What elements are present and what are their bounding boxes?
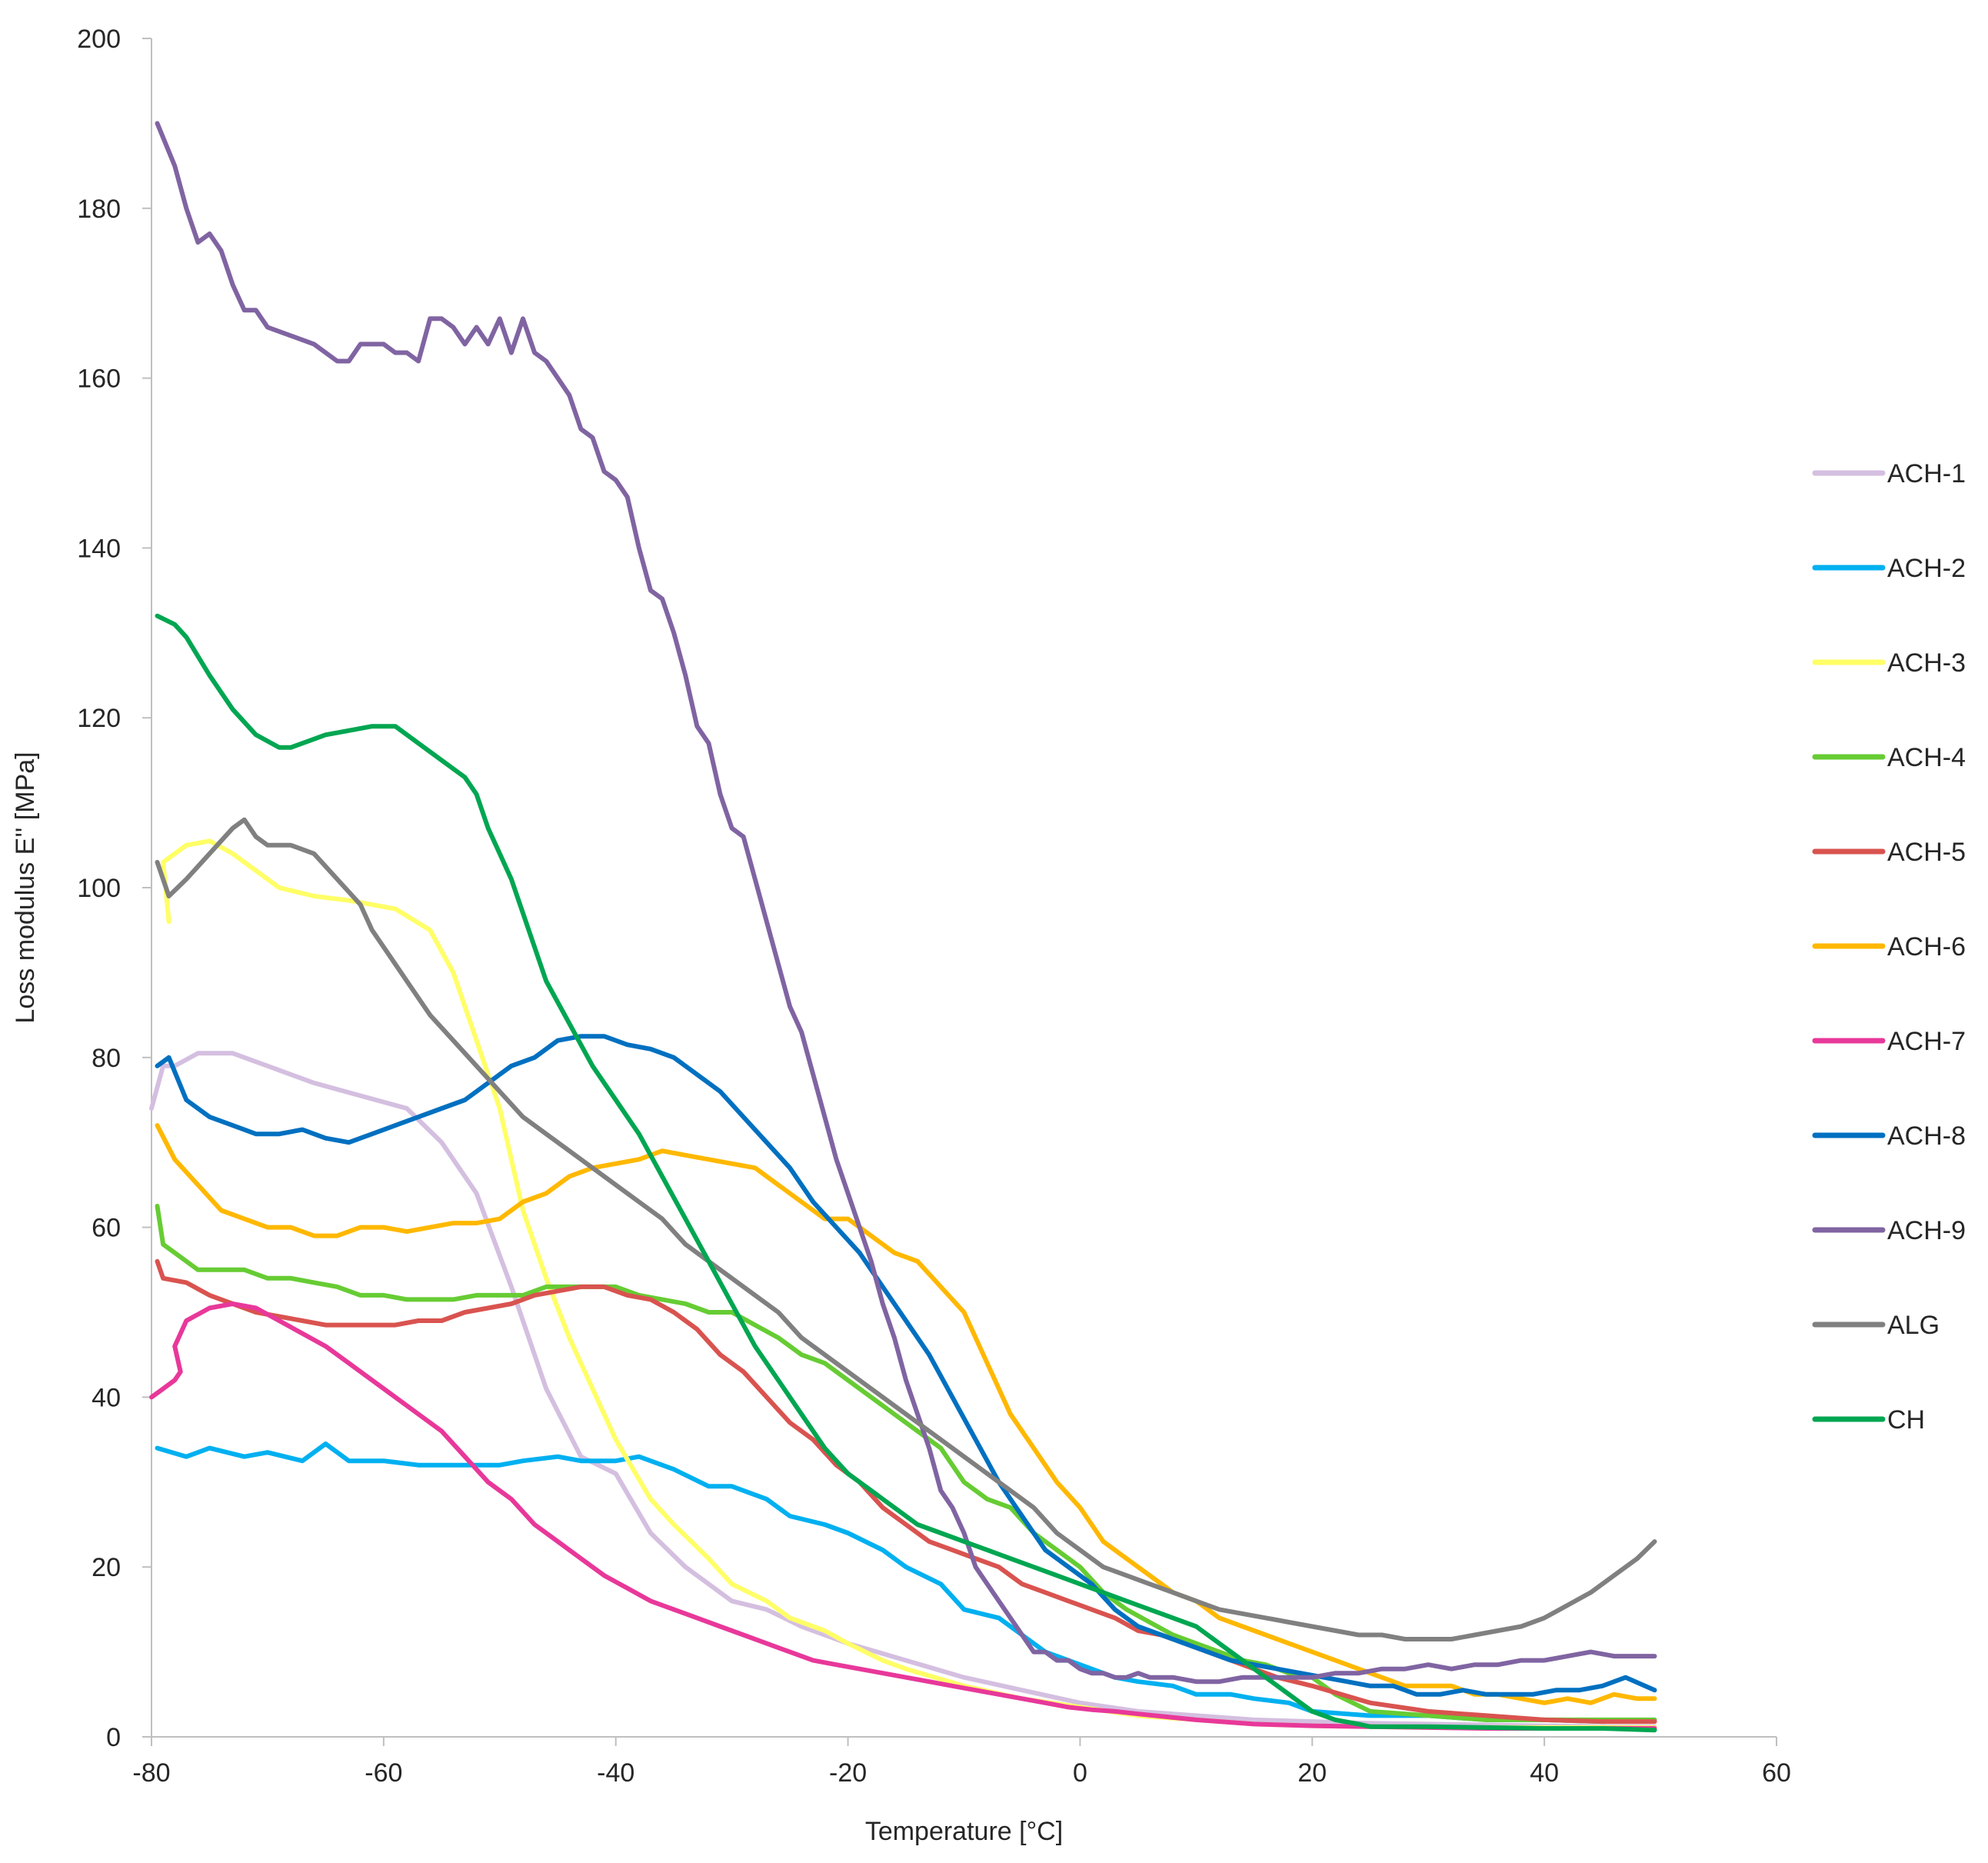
legend-item-ach-3: ACH-3 <box>1812 648 1966 678</box>
legend-item-ach-2: ACH-2 <box>1812 554 1966 583</box>
legend-item-ach-5: ACH-5 <box>1812 838 1966 867</box>
x-tick-label: -20 <box>829 1758 867 1788</box>
series-line-ch <box>155 613 1657 1733</box>
y-tick-label: 100 <box>77 874 121 903</box>
series-line-ach-9 <box>155 121 1657 1685</box>
legend-label: ACH-1 <box>1887 459 1966 488</box>
legend-item-ch: CH <box>1812 1405 1925 1435</box>
y-tick-label: 120 <box>77 704 121 733</box>
y-tick-label: 200 <box>77 25 121 54</box>
series-line-ach-1 <box>149 1051 1657 1729</box>
y-tick-label: 40 <box>92 1383 121 1412</box>
series-line-ach-8 <box>155 1034 1657 1697</box>
series-line-alg <box>155 817 1657 1641</box>
series-line-ach-3 <box>161 838 1657 1730</box>
legend-label: ACH-5 <box>1887 838 1966 867</box>
legend-label: ACH-9 <box>1887 1216 1966 1245</box>
legend-item-ach-7: ACH-7 <box>1812 1027 1966 1056</box>
series-line-ach-5 <box>155 1258 1657 1725</box>
series-line-ach-2 <box>155 1441 1657 1725</box>
series-lines <box>149 121 1657 1733</box>
y-tick-label: 0 <box>106 1723 121 1752</box>
x-tick-label: 60 <box>1762 1758 1791 1788</box>
legend: ACH-1 ACH-2 ACH-3 ACH-4 ACH-5 ACH-6 ACH-7 ACH-8… <box>1812 459 1966 1435</box>
series-line-ach-6 <box>155 1123 1657 1705</box>
y-tick-label: 20 <box>92 1553 121 1582</box>
x-tick-label: -80 <box>132 1758 170 1788</box>
legend-label: ACH-4 <box>1887 743 1966 772</box>
x-tick-label: -40 <box>597 1758 634 1788</box>
legend-item-ach-9: ACH-9 <box>1812 1216 1966 1245</box>
legend-item-ach-1: ACH-1 <box>1812 459 1966 488</box>
series-line-ach-7 <box>149 1301 1657 1731</box>
y-tick-label: 80 <box>92 1044 121 1073</box>
legend-label: ALG <box>1887 1311 1940 1340</box>
legend-label: ACH-6 <box>1887 932 1966 961</box>
y-tick-label: 180 <box>77 195 121 224</box>
y-tick-label: 160 <box>77 365 121 394</box>
legend-label: CH <box>1887 1405 1925 1435</box>
legend-label: ACH-8 <box>1887 1121 1966 1151</box>
legend-label: ACH-7 <box>1887 1027 1966 1056</box>
x-tick-label: 0 <box>1073 1758 1087 1788</box>
legend-item-alg: ALG <box>1812 1311 1940 1340</box>
x-axis-title: Temperature [°C] <box>865 1817 1063 1846</box>
legend-label: ACH-2 <box>1887 554 1966 583</box>
legend-item-ach-6: ACH-6 <box>1812 932 1966 961</box>
y-tick-label: 60 <box>92 1214 121 1243</box>
x-tick-label: -60 <box>365 1758 402 1788</box>
legend-item-ach-4: ACH-4 <box>1812 743 1966 772</box>
y-tick-label: 140 <box>77 534 121 563</box>
x-tick-label: 40 <box>1530 1758 1559 1788</box>
x-tick-label: 20 <box>1297 1758 1327 1788</box>
legend-item-ach-8: ACH-8 <box>1812 1121 1966 1151</box>
y-axis-title: Loss modulus E'' [MPa] <box>11 752 40 1023</box>
axes: 0 20 40 60 80 100 120 140 160 180 200 -80 -60 -40 -20 0… <box>77 25 1791 1788</box>
legend-label: ACH-3 <box>1887 648 1966 678</box>
